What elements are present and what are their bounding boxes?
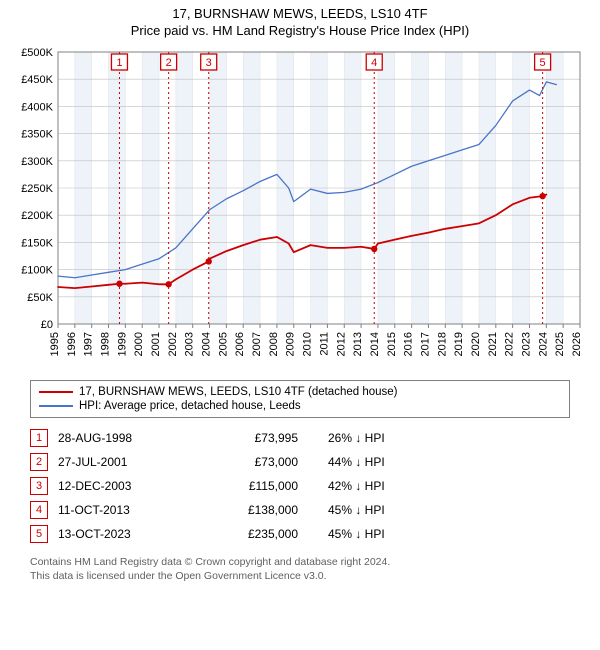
svg-text:2008: 2008: [268, 332, 280, 356]
legend-label: HPI: Average price, detached house, Leed…: [79, 400, 301, 412]
svg-text:2020: 2020: [470, 332, 482, 356]
svg-text:£250K: £250K: [21, 183, 53, 195]
transaction-date: 11-OCT-2013: [58, 503, 188, 517]
transaction-marker: 5: [30, 525, 48, 543]
svg-text:£500K: £500K: [21, 47, 53, 59]
svg-text:2018: 2018: [436, 332, 448, 356]
transaction-diff: 26% ↓ HPI: [328, 431, 448, 445]
svg-text:£200K: £200K: [21, 210, 53, 222]
svg-text:2016: 2016: [403, 332, 415, 356]
svg-text:3: 3: [206, 57, 212, 69]
transaction-date: 27-JUL-2001: [58, 455, 188, 469]
transaction-price: £73,000: [198, 455, 318, 469]
transaction-diff: 44% ↓ HPI: [328, 455, 448, 469]
legend-swatch: [39, 405, 73, 407]
transaction-price: £235,000: [198, 527, 318, 541]
svg-text:£50K: £50K: [27, 292, 53, 304]
transaction-diff: 45% ↓ HPI: [328, 527, 448, 541]
transaction-price: £115,000: [198, 479, 318, 493]
legend-item: 17, BURNSHAW MEWS, LEEDS, LS10 4TF (deta…: [39, 385, 561, 399]
svg-text:2010: 2010: [302, 332, 314, 356]
svg-text:2001: 2001: [150, 332, 162, 356]
svg-text:2009: 2009: [285, 332, 297, 356]
svg-text:2021: 2021: [487, 332, 499, 356]
transaction-date: 12-DEC-2003: [58, 479, 188, 493]
svg-text:1997: 1997: [83, 332, 95, 356]
transaction-row: 4 11-OCT-2013 £138,000 45% ↓ HPI: [30, 498, 570, 522]
svg-text:2024: 2024: [537, 332, 549, 356]
svg-text:2000: 2000: [133, 332, 145, 356]
svg-text:2005: 2005: [217, 332, 229, 356]
legend-label: 17, BURNSHAW MEWS, LEEDS, LS10 4TF (deta…: [79, 386, 398, 398]
svg-text:2006: 2006: [234, 332, 246, 356]
svg-text:£300K: £300K: [21, 156, 53, 168]
svg-text:£100K: £100K: [21, 265, 53, 277]
transaction-date: 13-OCT-2023: [58, 527, 188, 541]
transactions-table: 1 28-AUG-1998 £73,995 26% ↓ HPI 2 27-JUL-2001…: [30, 426, 570, 546]
transaction-diff: 42% ↓ HPI: [328, 479, 448, 493]
transaction-date: 28-AUG-1998: [58, 431, 188, 445]
transaction-diff: 45% ↓ HPI: [328, 503, 448, 517]
footer-line2: This data is licensed under the Open Gov…: [30, 570, 570, 584]
svg-text:1999: 1999: [116, 332, 128, 356]
svg-text:2023: 2023: [520, 332, 532, 356]
transaction-row: 1 28-AUG-1998 £73,995 26% ↓ HPI: [30, 426, 570, 450]
svg-text:2025: 2025: [554, 332, 566, 356]
transaction-row: 2 27-JUL-2001 £73,000 44% ↓ HPI: [30, 450, 570, 474]
chart-svg: £0 £50K £100K £150K £200K £250K £300K £350K £400…: [10, 44, 590, 374]
footer-line1: Contains HM Land Registry data © Crown c…: [30, 556, 570, 570]
transaction-row: 5 13-OCT-2023 £235,000 45% ↓ HPI: [30, 522, 570, 546]
svg-text:2013: 2013: [352, 332, 364, 356]
svg-text:2019: 2019: [453, 332, 465, 356]
svg-text:£400K: £400K: [21, 101, 53, 113]
svg-text:2003: 2003: [184, 332, 196, 356]
title-address: 17, BURNSHAW MEWS, LEEDS, LS10 4TF: [0, 6, 600, 21]
transaction-marker: 3: [30, 477, 48, 495]
transaction-row: 3 12-DEC-2003 £115,000 42% ↓ HPI: [30, 474, 570, 498]
svg-text:5: 5: [540, 57, 546, 69]
legend-swatch: [39, 391, 73, 393]
svg-text:1996: 1996: [66, 332, 78, 356]
svg-text:£350K: £350K: [21, 129, 53, 141]
svg-text:2015: 2015: [386, 332, 398, 356]
svg-text:2002: 2002: [167, 332, 179, 356]
svg-text:£450K: £450K: [21, 74, 53, 86]
svg-text:2017: 2017: [419, 332, 431, 356]
svg-text:£150K: £150K: [21, 237, 53, 249]
svg-text:2: 2: [166, 57, 172, 69]
svg-text:2014: 2014: [369, 332, 381, 356]
svg-text:1: 1: [116, 57, 122, 69]
transaction-marker: 2: [30, 453, 48, 471]
svg-text:1995: 1995: [49, 332, 61, 356]
footer: Contains HM Land Registry data © Crown c…: [30, 556, 570, 583]
svg-text:£0: £0: [41, 319, 53, 331]
transaction-price: £73,995: [198, 431, 318, 445]
svg-text:2011: 2011: [318, 332, 330, 356]
legend-item: HPI: Average price, detached house, Leed…: [39, 399, 561, 413]
title-subtitle: Price paid vs. HM Land Registry's House …: [0, 23, 600, 38]
svg-text:1998: 1998: [100, 332, 112, 356]
svg-text:2012: 2012: [335, 332, 347, 356]
chart-area: £0 £50K £100K £150K £200K £250K £300K £350K £400…: [10, 44, 590, 374]
transaction-marker: 4: [30, 501, 48, 519]
svg-text:2026: 2026: [571, 332, 583, 356]
transaction-marker: 1: [30, 429, 48, 447]
svg-text:2004: 2004: [201, 332, 213, 356]
legend: 17, BURNSHAW MEWS, LEEDS, LS10 4TF (deta…: [30, 380, 570, 418]
transaction-price: £138,000: [198, 503, 318, 517]
svg-text:2022: 2022: [504, 332, 516, 356]
svg-text:2007: 2007: [251, 332, 263, 356]
svg-text:4: 4: [371, 57, 377, 69]
